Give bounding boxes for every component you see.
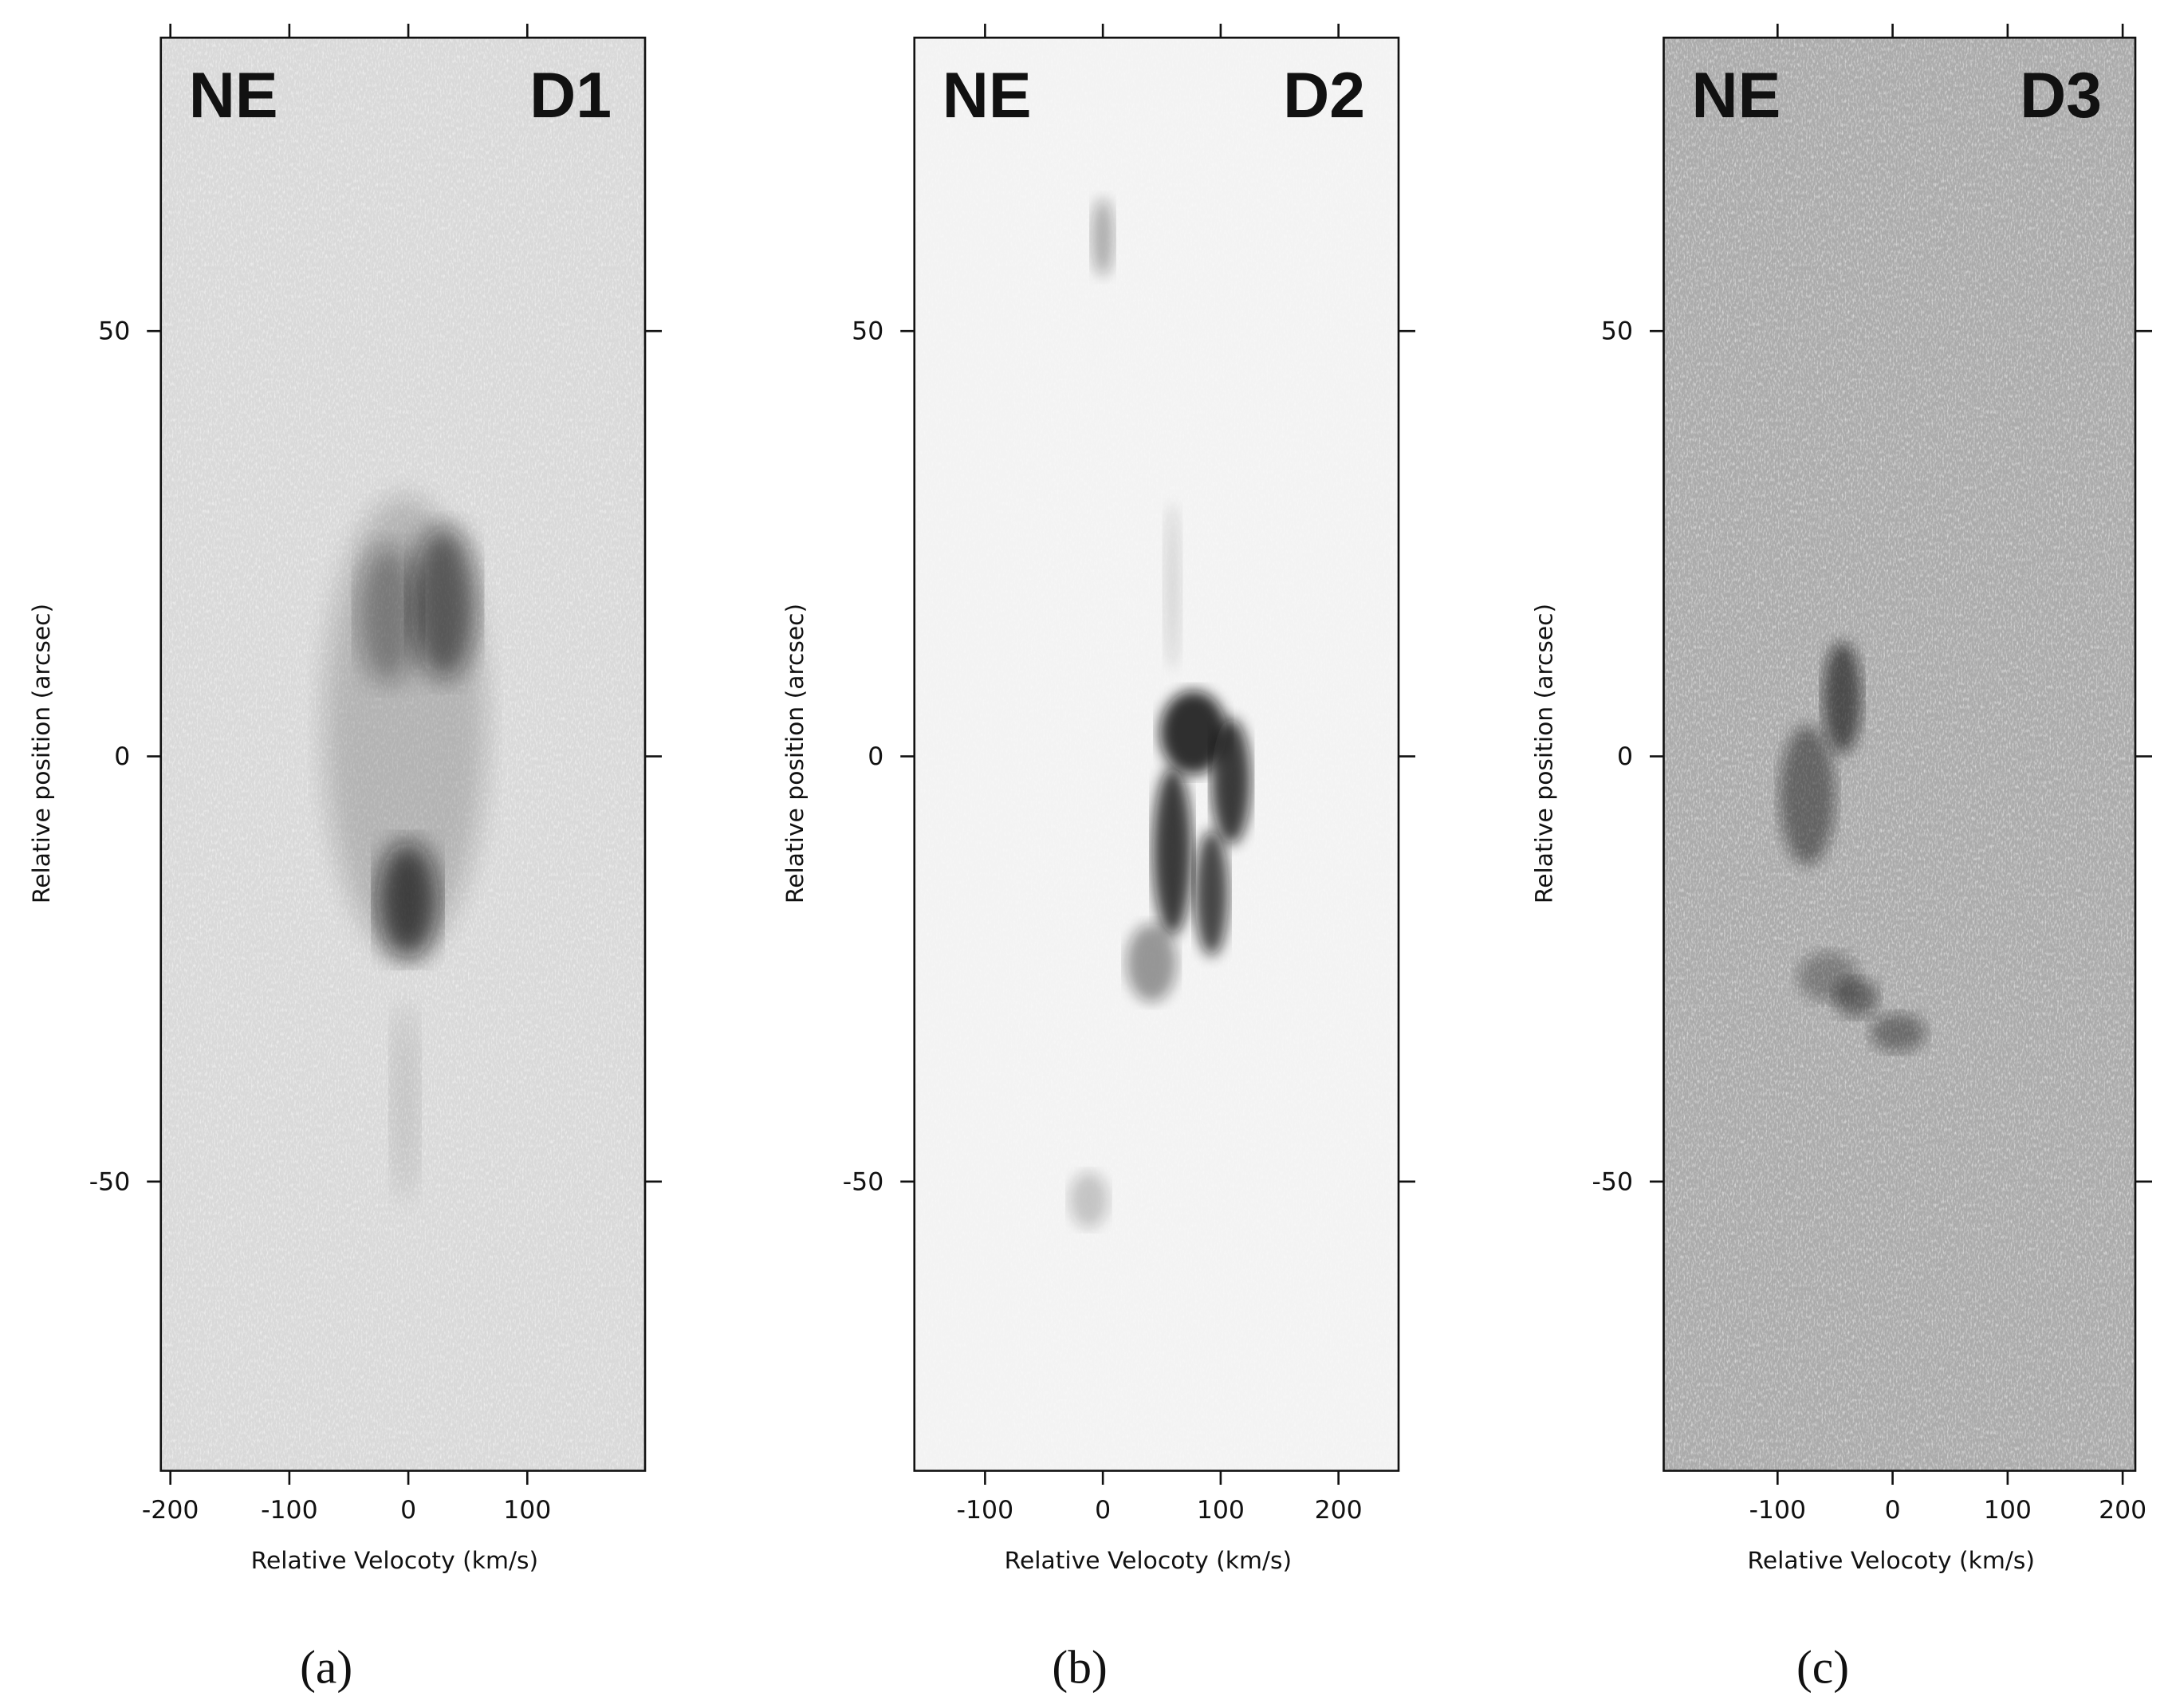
emission [1194, 830, 1229, 956]
axes-frame [159, 36, 647, 1472]
y-tick-label: 0 [114, 742, 130, 771]
image-noise [914, 37, 1399, 1471]
y-tick-label: 50 [852, 317, 883, 346]
x-tick-label: -100 [957, 1496, 1014, 1525]
emission [1153, 767, 1192, 935]
x-axis-label: Relative Velocoty (km/s) [1748, 1547, 2035, 1575]
emission [1159, 691, 1227, 775]
corner-label: D1 [529, 60, 612, 132]
x-tick-label: -100 [261, 1496, 318, 1525]
corner-label: NE [942, 60, 1032, 132]
x-axis-label: Relative Velocoty (km/s) [1005, 1547, 1292, 1575]
panel: -200 -100 0 100 -50 0 50 Relative Velocoty (km/… [28, 23, 663, 1694]
axes-frame [913, 36, 1400, 1472]
corner-label: NE [189, 60, 278, 132]
y-tick-label: 50 [1601, 317, 1633, 346]
corner-label: D3 [2020, 60, 2102, 132]
emission [1164, 502, 1181, 670]
emission [411, 525, 478, 680]
emission [1211, 718, 1251, 844]
emission [391, 1005, 419, 1200]
x-tick-label: 100 [1197, 1496, 1245, 1525]
emission [1779, 726, 1836, 865]
x-tick-label: 200 [2099, 1496, 2146, 1525]
panel-label: (a) [300, 1641, 352, 1694]
x-tick-label: 200 [1315, 1496, 1363, 1525]
y-tick-label: 50 [98, 317, 130, 346]
corner-label: D2 [1283, 60, 1365, 132]
y-axis-label: Relative position (arcsec) [1531, 604, 1559, 903]
corner-label: NE [1692, 60, 1781, 132]
pv-image [1663, 37, 2135, 1471]
emission [1834, 978, 1879, 1017]
emission [1823, 642, 1862, 754]
y-axis-label: Relative position (arcsec) [28, 604, 56, 903]
x-tick-label: -200 [142, 1496, 199, 1525]
panel: -100 0 100 200 -50 0 50 Relative Velocoty (km/s… [1531, 23, 2152, 1694]
axes-frame [1662, 36, 2137, 1472]
x-tick-label: 100 [1984, 1496, 2032, 1525]
panel-label: (c) [1796, 1641, 1849, 1694]
emission [1870, 1013, 1926, 1053]
emission [1092, 198, 1114, 277]
y-axis-label: Relative position (arcsec) [781, 604, 809, 903]
y-tick-label: 0 [868, 742, 883, 771]
image-noise [1663, 37, 2135, 1471]
x-tick-label: -100 [1749, 1496, 1807, 1525]
pv-image [914, 37, 1399, 1471]
x-tick-label: 0 [1095, 1496, 1111, 1525]
emission [1069, 1172, 1108, 1228]
emission [377, 841, 439, 959]
y-tick-label: 0 [1617, 742, 1633, 771]
panel-label: (b) [1052, 1641, 1107, 1694]
emission [1126, 923, 1177, 1002]
y-tick-label: -50 [1592, 1167, 1633, 1196]
x-tick-label: 100 [503, 1496, 551, 1525]
x-tick-label: 0 [400, 1496, 416, 1525]
emission [357, 544, 419, 684]
x-axis-label: Relative Velocoty (km/s) [251, 1547, 538, 1575]
y-tick-label: -50 [843, 1167, 883, 1196]
x-tick-label: 0 [1885, 1496, 1901, 1525]
y-tick-label: -50 [89, 1167, 130, 1196]
panel: -100 0 100 200 -50 0 50 Relative Velocoty (km/s… [781, 23, 1415, 1694]
pv-image [160, 37, 645, 1471]
